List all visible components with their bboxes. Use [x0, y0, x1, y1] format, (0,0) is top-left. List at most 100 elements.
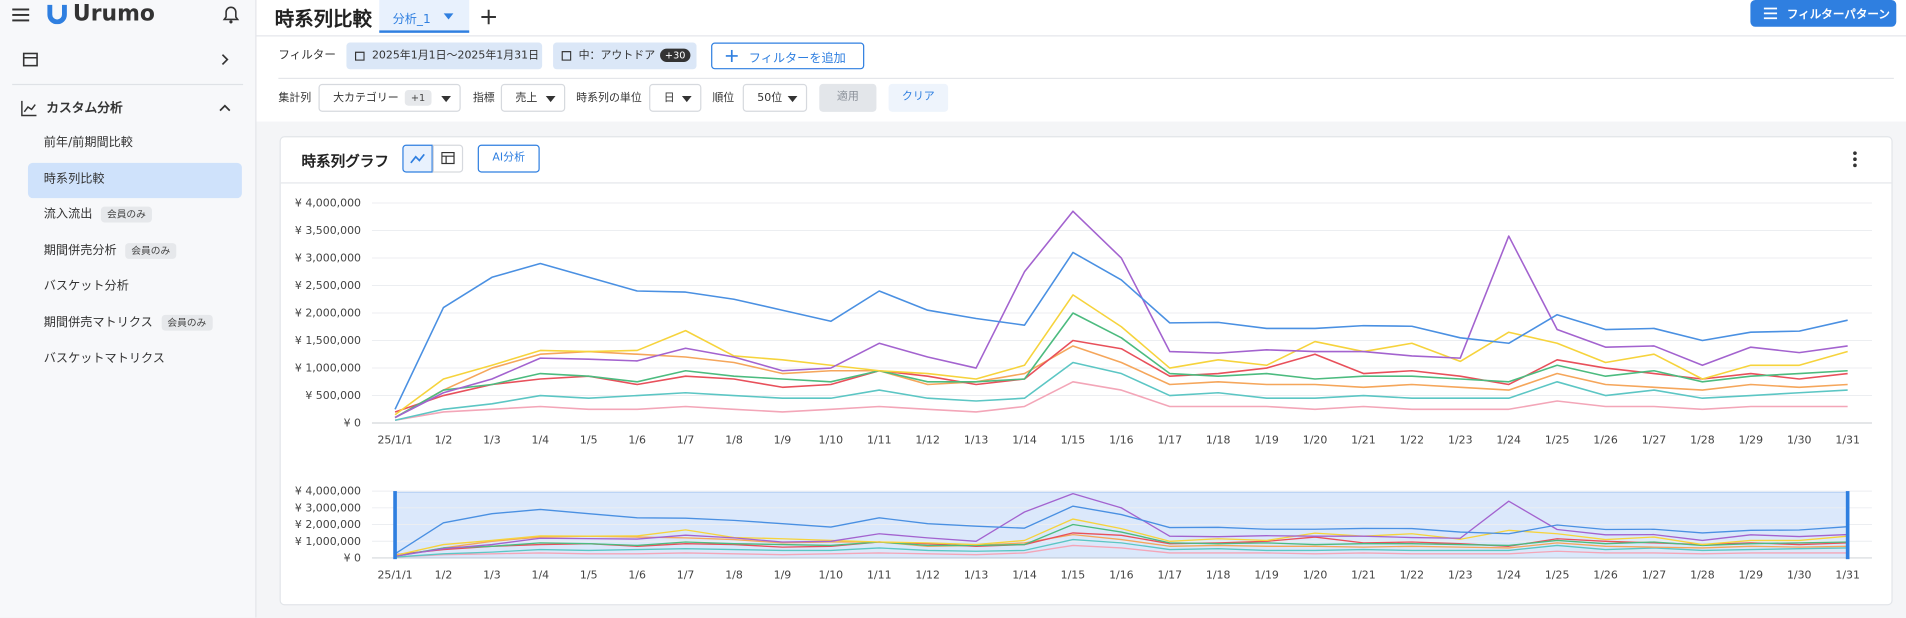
y-tick-label: ¥ 1,500,000 — [295, 334, 361, 347]
caret — [787, 96, 798, 103]
x-tick-label: 1/30 — [1787, 434, 1812, 447]
x-tick-label: 1/4 — [532, 434, 550, 447]
rank-select[interactable]: 50位 — [742, 83, 808, 112]
divider — [278, 77, 1894, 80]
chevron-up[interactable] — [219, 102, 231, 114]
x-tick-label: 1/21 — [1351, 434, 1376, 447]
x-tick-label: 1/13 — [964, 434, 989, 447]
analysis-icon — [21, 100, 37, 117]
x-tick-label: 1/13 — [964, 569, 989, 582]
x-tick-label: 1/14 — [1012, 569, 1037, 582]
nav-item[interactable]: 時系列比較 — [27, 162, 242, 198]
x-tick-label: 1/5 — [580, 569, 598, 582]
x-tick-label: 1/17 — [1157, 434, 1182, 447]
x-tick-label: 1/21 — [1351, 569, 1376, 582]
x-tick-label: 1/3 — [483, 569, 501, 582]
rank-value: 50位 — [757, 92, 783, 105]
unit-select[interactable]: 日 — [649, 83, 702, 112]
x-tick-label: 1/22 — [1400, 569, 1425, 582]
navigator-line — [394, 523, 1848, 557]
x-tick-label: 1/5 — [580, 434, 598, 447]
y-tick-label: ¥ 3,500,000 — [295, 224, 361, 237]
date-chip[interactable]: 2025年1月1日〜2025年1月31日 — [346, 42, 543, 70]
aggregate-badge: +1 — [404, 89, 432, 106]
y-tick-label: ¥ 4,000,000 — [295, 197, 361, 210]
more-menu[interactable] — [1851, 151, 1858, 168]
table-view-button[interactable] — [432, 144, 464, 173]
y-tick-label: ¥ 2,500,000 — [295, 279, 361, 292]
x-tick-label: 1/23 — [1448, 569, 1473, 582]
chevron-right[interactable] — [219, 53, 231, 66]
navigator-line — [395, 538, 1848, 558]
pattern-button[interactable]: フィルターパターン — [1750, 0, 1897, 27]
add-filter-label: フィルターを追加 — [748, 52, 846, 66]
ai-button[interactable]: AI分析 — [477, 144, 540, 173]
y-tick-label: ¥ 1,000,000 — [295, 362, 361, 375]
nav-item[interactable]: 流入流出 会員のみ — [28, 198, 242, 233]
x-tick-label: 1/29 — [1739, 569, 1764, 582]
y-tick-label: ¥ 2,000,000 — [295, 307, 361, 320]
y-tick-label: ¥ 2,000,000 — [295, 518, 361, 531]
navigator-window[interactable] — [394, 491, 1849, 559]
x-tick-label: 1/7 — [677, 434, 695, 447]
section-title[interactable]: カスタム分析 — [46, 100, 123, 116]
x-tick-label: 1/6 — [628, 434, 646, 447]
x-tick-label: 1/31 — [1835, 569, 1860, 582]
divider — [256, 35, 1906, 37]
x-tick-label: 1/11 — [867, 569, 892, 582]
bell-icon[interactable] — [222, 5, 240, 24]
x-tick-label: 1/19 — [1254, 569, 1279, 582]
menu-icon[interactable] — [12, 6, 31, 23]
category-chip[interactable]: 中：アウトドア +30 — [553, 42, 697, 70]
logo: Urumo — [72, 1, 155, 27]
navigator-handle[interactable] — [1845, 491, 1850, 560]
pattern-button-label: フィルターパターン — [1786, 8, 1890, 22]
x-tick-label: 1/27 — [1642, 434, 1667, 447]
nav-item-label: バスケットマトリクス — [43, 352, 165, 366]
nav-item[interactable]: 期間併売分析 会員のみ — [28, 234, 242, 269]
tab-label: 分析_1 — [392, 13, 431, 27]
aggregate-value: 大カテゴリー — [333, 92, 399, 105]
x-tick-label: 1/10 — [819, 569, 844, 582]
x-tick-label: 1/6 — [628, 569, 646, 582]
nav-item-label: 時系列比較 — [43, 172, 105, 186]
x-tick-label: 1/10 — [819, 434, 844, 447]
tag-icon — [561, 51, 572, 61]
store-icon[interactable] — [22, 51, 39, 68]
navigator-handle[interactable] — [393, 491, 397, 560]
x-tick-label: 1/31 — [1835, 434, 1860, 447]
member-badge: 会員のみ — [125, 242, 177, 259]
main-line — [394, 361, 1848, 421]
nav-item[interactable]: 期間併売マトリクス 会員のみ — [28, 306, 242, 341]
unit-value: 日 — [663, 92, 675, 105]
divider — [280, 182, 1892, 184]
add-filter-button[interactable]: フィルターを追加 — [711, 42, 865, 70]
apply-button[interactable]: 適用 — [819, 83, 877, 112]
tab[interactable]: 分析_1 — [379, 0, 470, 33]
x-tick-label: 1/26 — [1593, 434, 1618, 447]
navigator-line — [394, 518, 1848, 557]
logo-icon — [47, 4, 67, 25]
rank-label: 順位 — [712, 92, 735, 105]
metric-select[interactable]: 売上 — [500, 83, 566, 112]
clear-button[interactable]: クリア — [888, 83, 949, 112]
x-tick-label: 1/12 — [915, 569, 940, 582]
nav-item[interactable]: バスケット分析 — [28, 270, 242, 305]
x-tick-label: 1/18 — [1206, 569, 1231, 582]
page-title: 時系列比較 — [274, 7, 372, 31]
add-tab[interactable] — [480, 9, 497, 26]
main-line — [394, 210, 1848, 419]
x-tick-label: 1/12 — [915, 434, 940, 447]
x-tick-label: 1/14 — [1012, 434, 1037, 447]
line-view-button[interactable] — [402, 144, 433, 173]
x-tick-label: 1/19 — [1254, 434, 1279, 447]
navigator-line — [394, 505, 1848, 555]
aggregate-select[interactable]: 大カテゴリー +1 — [318, 83, 461, 112]
main-line — [394, 345, 1848, 419]
y-tick-label: ¥ 4,000,000 — [295, 485, 361, 498]
x-tick-label: 1/28 — [1690, 569, 1715, 582]
nav-item[interactable]: バスケットマトリクス — [28, 342, 242, 377]
nav-item[interactable]: 前年/前期間比較 — [28, 126, 242, 161]
